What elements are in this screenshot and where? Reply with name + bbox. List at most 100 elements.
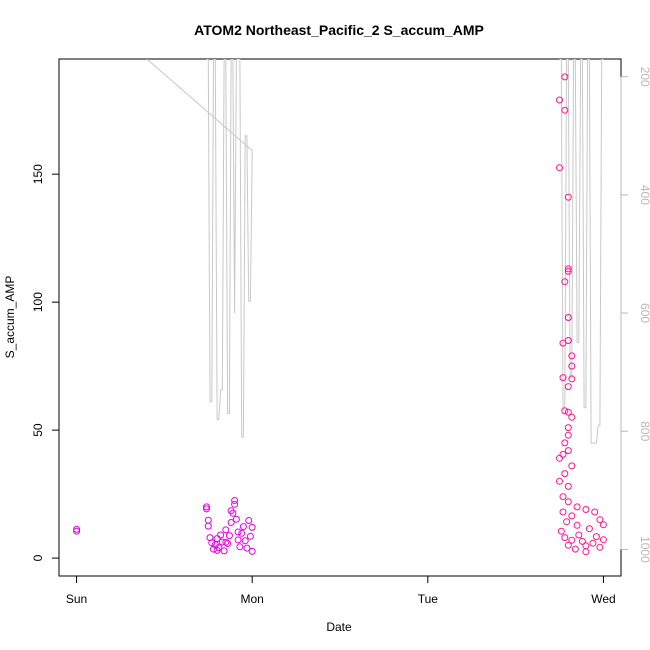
scatter-point-0-15 — [222, 526, 230, 534]
chart-title: ATOM2 Northeast_Pacific_2 S_accum_AMP — [194, 22, 484, 38]
scatter-point-1-1 — [556, 96, 563, 104]
scatter-point-1-44 — [582, 548, 590, 556]
scatter-point-1-14 — [559, 374, 567, 382]
scatter-point-1-18 — [568, 413, 576, 421]
plot-area — [73, 59, 607, 556]
scatter-point-1-26 — [561, 470, 569, 478]
scatter-point-1-41 — [571, 545, 579, 553]
scatter-point-1-43 — [578, 537, 586, 545]
scatter-point-1-0 — [556, 164, 563, 172]
scatter-point-1-45 — [585, 525, 593, 533]
scatter-point-1-23 — [556, 454, 563, 462]
scatter-point-1-5 — [564, 265, 572, 273]
scatter-point-0-16 — [224, 540, 232, 547]
scatter-point-0-31 — [248, 547, 256, 555]
scatter-point-1-40 — [568, 536, 576, 544]
plot-frame — [58, 58, 622, 577]
scatter-point-0-26 — [239, 523, 247, 531]
x-axis: Sun Mon Tue Wed — [66, 575, 616, 606]
scatter-point-0-27 — [241, 537, 249, 545]
x-axis-label: Date — [326, 620, 352, 634]
y-right-tick-label-2: 600 — [638, 303, 650, 323]
scatter-point-1-8 — [564, 314, 572, 321]
scatter-point-0-32 — [248, 523, 256, 531]
scatter-point-0-33 — [227, 507, 235, 515]
scatter-point-0-23 — [234, 536, 242, 544]
scatter-point-1-35 — [591, 508, 599, 516]
scatter-point-1-47 — [592, 533, 600, 541]
scatter-point-0-22 — [232, 515, 240, 523]
scatter-point-1-48 — [596, 543, 604, 551]
y-right-tick-label-1: 400 — [638, 185, 650, 205]
scatter-point-0-24 — [236, 543, 244, 551]
scatter-point-1-10 — [559, 339, 567, 347]
scatter-point-0-5 — [204, 522, 212, 530]
scatter-point-1-38 — [561, 534, 569, 542]
scatter-point-0-12 — [217, 531, 225, 539]
scatter-point-0-20 — [231, 500, 239, 508]
x-tick-label-0: Sun — [66, 592, 87, 606]
x-tick-label-3: Wed — [591, 592, 615, 606]
scatter-point-1-7 — [561, 278, 569, 286]
y-tick-label-0: 0 — [31, 554, 45, 561]
scatter-point-0-25 — [238, 529, 246, 537]
scatter-point-0-30 — [246, 532, 254, 540]
scatter-point-0-36 — [234, 528, 242, 536]
y-right-tick-label-4: 1000 — [638, 536, 650, 563]
scatter-point-0-34 — [222, 538, 230, 546]
scatter-point-0-4 — [204, 516, 212, 524]
scatter-point-0-14 — [220, 547, 228, 555]
scatter-point-0-10 — [213, 535, 221, 543]
scatter-point-1-13 — [568, 375, 576, 383]
y-right-tick-label-3: 800 — [638, 421, 650, 441]
depth-line-1 — [559, 59, 604, 444]
scatter-point-1-31 — [559, 508, 567, 516]
y-tick-label-2: 100 — [31, 292, 45, 312]
scatter-point-1-16 — [564, 408, 572, 416]
y-axis-label: S_accum_AMP — [3, 276, 17, 359]
scatter-point-1-52 — [573, 521, 581, 529]
scatter-point-1-46 — [589, 539, 597, 547]
scatter-point-1-24 — [559, 450, 567, 458]
x-tick-label-2: Tue — [418, 592, 439, 606]
scatter-point-0-29 — [245, 517, 253, 524]
scatter-point-1-34 — [582, 506, 590, 513]
scatter-point-1-42 — [575, 531, 583, 539]
y-tick-label-1: 50 — [31, 423, 45, 437]
scatter-point-1-33 — [573, 503, 581, 511]
scatter-point-1-25 — [568, 462, 576, 470]
scatter-point-1-27 — [556, 477, 563, 485]
scatter-point-1-20 — [564, 431, 572, 439]
y-right-axis: 200 400 600 800 1000 — [620, 67, 650, 563]
scatter-point-1-50 — [599, 521, 607, 529]
scatter-point-0-17 — [225, 532, 233, 540]
scatter-point-1-39 — [564, 541, 572, 549]
y-right-tick-label-0: 200 — [638, 67, 650, 87]
scatter-point-0-3 — [203, 505, 210, 513]
scatter-point-1-30 — [564, 498, 572, 506]
scatter-point-1-2 — [561, 73, 569, 81]
scatter-point-1-11 — [568, 352, 576, 360]
scatter-point-0-35 — [213, 546, 221, 554]
scatter-point-1-4 — [564, 193, 572, 201]
scatter-point-0-28 — [243, 544, 251, 552]
scatter-point-0-7 — [208, 539, 216, 547]
x-tick-label-1: Mon — [241, 592, 264, 606]
scatter-point-1-19 — [564, 424, 572, 432]
scatter-point-1-32 — [568, 512, 576, 520]
scatter-point-1-28 — [564, 482, 572, 490]
scatter-point-1-6 — [564, 267, 572, 275]
scatter-point-1-49 — [599, 536, 607, 544]
scatter-point-1-37 — [557, 527, 565, 535]
scatter-point-1-29 — [559, 493, 567, 501]
scatter-point-1-17 — [561, 407, 569, 415]
y-axis: 0 50 100 150 — [31, 164, 60, 561]
scatter-point-0-1 — [73, 525, 81, 533]
scatter-point-1-51 — [563, 518, 571, 526]
scatter-point-1-36 — [596, 516, 604, 524]
scatter-point-1-21 — [561, 439, 569, 447]
y-tick-label-3: 150 — [31, 164, 45, 184]
scatter-point-1-12 — [568, 362, 576, 370]
scatter-point-0-21 — [231, 497, 239, 504]
scatter-point-1-53 — [582, 542, 590, 550]
